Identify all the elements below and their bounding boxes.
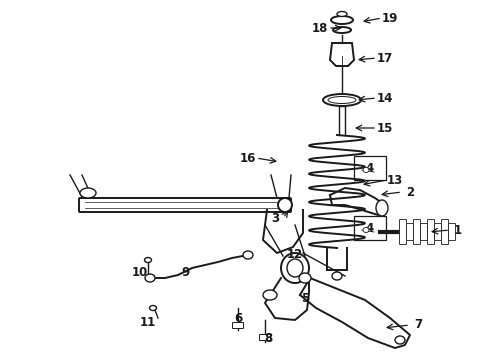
Text: 7: 7 [414, 319, 422, 332]
Ellipse shape [281, 253, 309, 283]
FancyBboxPatch shape [232, 323, 244, 328]
Ellipse shape [263, 290, 277, 300]
FancyBboxPatch shape [427, 220, 435, 244]
Text: 9: 9 [181, 266, 189, 279]
FancyBboxPatch shape [448, 224, 456, 240]
Ellipse shape [287, 259, 303, 277]
Text: 11: 11 [140, 315, 156, 328]
Ellipse shape [363, 228, 369, 233]
Text: 15: 15 [377, 122, 393, 135]
Ellipse shape [145, 274, 155, 282]
Ellipse shape [363, 167, 369, 172]
Ellipse shape [278, 198, 292, 212]
Text: 12: 12 [287, 248, 303, 261]
Polygon shape [330, 43, 354, 66]
Text: 14: 14 [377, 91, 393, 104]
Ellipse shape [337, 12, 347, 17]
Ellipse shape [328, 96, 356, 104]
Ellipse shape [149, 306, 156, 310]
Ellipse shape [323, 94, 361, 106]
Text: 19: 19 [382, 12, 398, 24]
Ellipse shape [331, 16, 353, 24]
FancyBboxPatch shape [79, 198, 291, 212]
Text: 16: 16 [240, 152, 256, 165]
Text: 1: 1 [454, 224, 462, 237]
FancyBboxPatch shape [435, 224, 441, 240]
FancyBboxPatch shape [407, 224, 414, 240]
Ellipse shape [333, 27, 351, 33]
Ellipse shape [395, 336, 405, 344]
Text: 4: 4 [366, 221, 374, 234]
FancyBboxPatch shape [399, 220, 407, 244]
Text: 6: 6 [234, 311, 242, 324]
Ellipse shape [332, 272, 342, 280]
Text: 18: 18 [312, 22, 328, 35]
FancyBboxPatch shape [260, 334, 270, 341]
Ellipse shape [376, 200, 388, 216]
FancyBboxPatch shape [441, 220, 448, 244]
Bar [354, 156, 386, 180]
Text: 10: 10 [132, 266, 148, 279]
Text: 5: 5 [301, 292, 309, 305]
Text: 17: 17 [377, 51, 393, 64]
Text: 3: 3 [271, 211, 279, 225]
Ellipse shape [145, 257, 151, 262]
Bar [354, 216, 386, 240]
Ellipse shape [243, 251, 253, 259]
FancyBboxPatch shape [420, 224, 427, 240]
Text: 13: 13 [387, 174, 403, 186]
Text: 8: 8 [264, 332, 272, 345]
FancyBboxPatch shape [414, 220, 420, 244]
Text: 2: 2 [406, 185, 414, 198]
Ellipse shape [299, 273, 311, 283]
Ellipse shape [80, 188, 96, 198]
Text: 4: 4 [366, 162, 374, 175]
